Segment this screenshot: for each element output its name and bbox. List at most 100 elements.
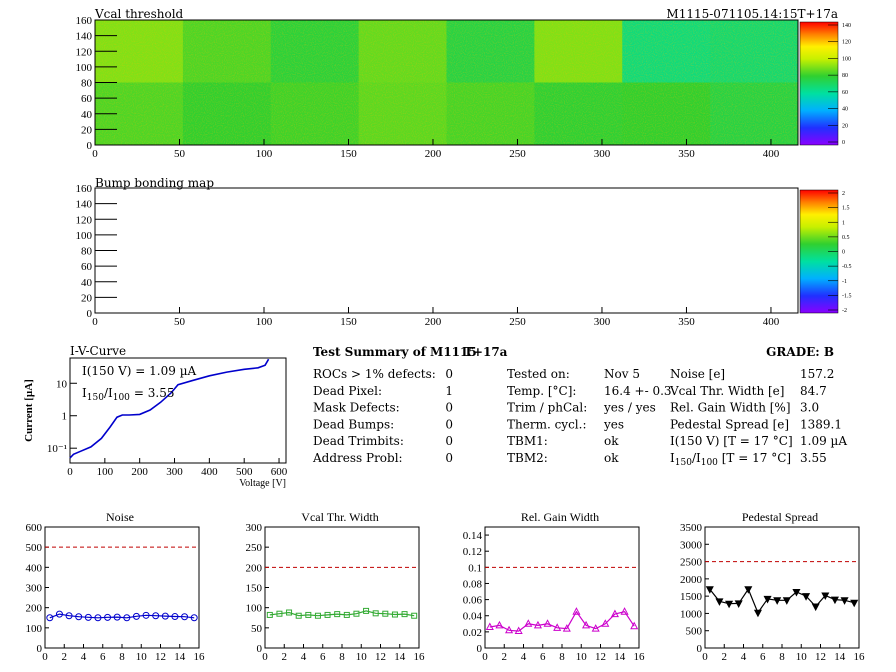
- y-tick-label: 0.02: [463, 627, 482, 639]
- x-tick-label: 10: [356, 651, 368, 663]
- y-tick-label: 0: [87, 140, 93, 152]
- y-tick-label: 40: [81, 277, 93, 289]
- summary-label: Rel. Gain Width [%]: [670, 401, 791, 415]
- data-point: [572, 607, 581, 615]
- y-tick-label: 3500: [680, 522, 703, 534]
- summary-label: Temp. [°C]:: [507, 384, 576, 398]
- data-point: [75, 613, 83, 621]
- x-tick-label: 6: [100, 651, 106, 663]
- y-tick-label: 60: [81, 93, 93, 105]
- palette-tick-label: 60: [842, 90, 848, 96]
- y-tick-label: 40: [81, 109, 93, 121]
- x-tick-label: 8: [559, 651, 565, 663]
- y-tick-label: 2000: [680, 574, 703, 586]
- x-tick-label: 16: [634, 651, 646, 663]
- roc-plot-0: Noise 0 2 4 6 8 10 12 14 16 0 100 200 300 400 500 600: [26, 510, 206, 663]
- data-point: [821, 592, 830, 601]
- iv-frame: [69, 357, 287, 464]
- ratio-prefix: I: [82, 386, 87, 400]
- data-point: [401, 611, 408, 618]
- y-tick-label: 0.04: [463, 611, 483, 623]
- summary-value: 0: [445, 417, 453, 431]
- x-tick-label: 150: [340, 316, 357, 328]
- vcal-map-title: Vcal threshold: [94, 7, 184, 21]
- y-tick-label: 0: [87, 308, 93, 320]
- x-tick-label: 100: [256, 148, 273, 160]
- x-tick-label: 12: [595, 651, 606, 663]
- ratio-suffix: [T = 17 °C]: [718, 451, 791, 465]
- roc-plot-1: Vcal Thr. Width 0 2 4 6 8 10 12 14 16 0 50 100 150 200…: [246, 510, 426, 663]
- roc-plot-title: Pedestal Spread: [742, 510, 818, 524]
- data-point: [343, 611, 350, 618]
- y-tick-label: 2500: [680, 557, 703, 569]
- x-tick-label: 16: [194, 651, 206, 663]
- data-point: [363, 607, 370, 614]
- data-point: [411, 612, 418, 619]
- data-point: [562, 624, 571, 632]
- data-point: [850, 599, 859, 608]
- y-tick-label: 0: [257, 643, 263, 655]
- data-point: [55, 610, 63, 618]
- palette-tick-label: -2: [842, 308, 847, 314]
- ratio-slash: /I: [692, 451, 701, 465]
- y-tick-label: 160: [76, 15, 93, 27]
- x-tick-label: 10: [796, 651, 808, 663]
- data-point: [753, 609, 762, 618]
- summary-value: 1: [445, 384, 453, 398]
- data-point: [324, 611, 331, 618]
- data-point: [485, 622, 494, 631]
- palette-tick-label: -1: [842, 279, 847, 285]
- x-tick-label: 150: [340, 148, 357, 160]
- summary-value: yes: [603, 417, 624, 431]
- data-point: [744, 586, 753, 594]
- summary-label: Therm. cycl.:: [507, 417, 587, 431]
- y-tick-label: 1500: [680, 591, 703, 603]
- x-tick-label: 2: [282, 651, 288, 663]
- y-tick-label: 120: [76, 46, 93, 58]
- series-line: [49, 613, 195, 619]
- iv-x-tick-label: 500: [236, 466, 253, 478]
- data-point: [391, 611, 398, 618]
- y-tick-label: 20: [81, 292, 93, 304]
- roc-plot-title: Vcal Thr. Width: [301, 510, 378, 524]
- x-tick-label: 400: [763, 316, 780, 328]
- data-point: [171, 613, 179, 621]
- iv-y-tick-label: 1: [62, 411, 68, 423]
- bump-map-title: Bump bonding map: [95, 176, 214, 190]
- bump-bonding-map: 0 50 100 150 200 250 300 350 4000204060801001201…: [76, 183, 852, 328]
- x-tick-label: 4: [521, 651, 527, 663]
- iv-curve-plot: 0 100 200 300 400 500 600 10⁻¹ 1 10 Current [µA] Vo…: [23, 357, 288, 489]
- x-tick-label: 8: [779, 651, 785, 663]
- summary-value: Nov 5: [604, 367, 640, 381]
- iv-ylabel: Current [µA]: [23, 379, 35, 442]
- summary-value: ok: [604, 434, 619, 448]
- run-id: M1115-071105.14:15T+17a: [666, 7, 838, 21]
- x-tick-label: 350: [678, 148, 695, 160]
- summary-label: Trim / phCal:: [507, 401, 587, 415]
- ratio-prefix: I: [670, 451, 675, 465]
- ratio-value: = 3.55: [134, 386, 175, 400]
- data-point: [773, 597, 782, 605]
- iv-legend-i150: I(150 V) = 1.09 µA: [82, 364, 197, 378]
- data-point: [802, 593, 811, 601]
- summary-label: Dead Bumps:: [313, 417, 394, 431]
- data-point: [514, 626, 523, 635]
- y-tick-label: 100: [76, 62, 93, 74]
- data-point: [181, 613, 189, 621]
- iv-x-tick-label: 600: [271, 466, 288, 478]
- x-tick-label: 50: [174, 148, 186, 160]
- data-point: [46, 614, 54, 622]
- data-point: [142, 611, 150, 619]
- y-tick-label: 50: [251, 623, 263, 635]
- palette-tick-label: 140: [842, 23, 851, 29]
- y-tick-label: 300: [246, 522, 263, 534]
- x-tick-label: 2: [502, 651, 508, 663]
- summary-value: 1.09 µA: [800, 434, 847, 448]
- data-point: [715, 598, 724, 606]
- x-tick-label: 4: [301, 651, 307, 663]
- y-tick-label: 150: [246, 583, 263, 595]
- iv-x-tick-label: 0: [67, 466, 73, 478]
- x-tick-label: 400: [763, 148, 780, 160]
